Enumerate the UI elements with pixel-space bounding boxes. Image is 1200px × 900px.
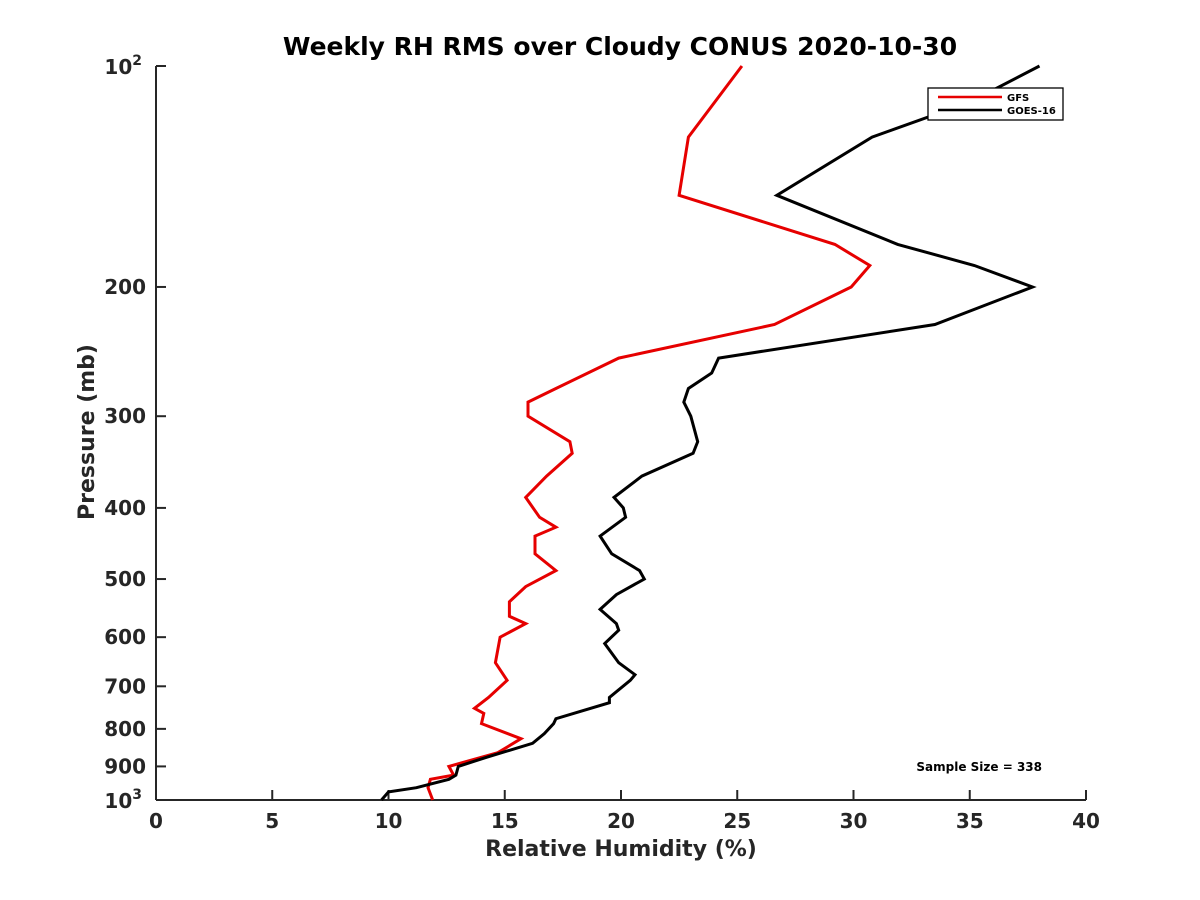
x-tick-label: 10 (375, 809, 403, 833)
series-line-goes16 (380, 64, 1041, 801)
y-tick-label: 600 (104, 625, 146, 649)
y-tick-label: 700 (104, 674, 146, 698)
y-tick-label: 103 (104, 787, 142, 813)
series-line-gfs (426, 65, 873, 801)
x-axis-label: Relative Humidity (%) (485, 837, 757, 862)
x-tick-label: 30 (840, 809, 868, 833)
x-tick-label: 20 (607, 809, 635, 833)
legend-box (927, 87, 1064, 121)
x-tick-label: 35 (956, 809, 984, 833)
x-tick-label: 0 (149, 809, 163, 833)
x-tick-label: 15 (491, 809, 519, 833)
x-tick-label: 5 (265, 809, 279, 833)
y-tick-label: 102 (104, 53, 142, 79)
y-tick-label: 500 (104, 567, 146, 591)
sample-size-annotation: Sample Size = 338 (916, 760, 1042, 774)
legend-label-gfs: GFS (1007, 93, 1029, 104)
y-tick-label: 400 (104, 496, 146, 520)
legend: GFS GOES-16 (927, 87, 1064, 121)
y-tick-label: 900 (104, 754, 146, 778)
y-tick-label: 300 (104, 404, 146, 428)
y-tick-label: 200 (104, 275, 146, 299)
chart-title: Weekly RH RMS over Cloudy CONUS 2020-10-… (283, 32, 957, 61)
x-tick-label: 40 (1072, 809, 1100, 833)
legend-label-goes16: GOES-16 (1007, 106, 1056, 117)
series-lines (380, 64, 1041, 801)
x-tick-label: 25 (723, 809, 751, 833)
y-axis-label: Pressure (mb) (75, 344, 100, 520)
plot-axes: 0 5 10 15 20 25 30 35 40 102 200 300 400 500 600 700 800… (104, 53, 1100, 833)
y-tick-label: 800 (104, 717, 146, 741)
